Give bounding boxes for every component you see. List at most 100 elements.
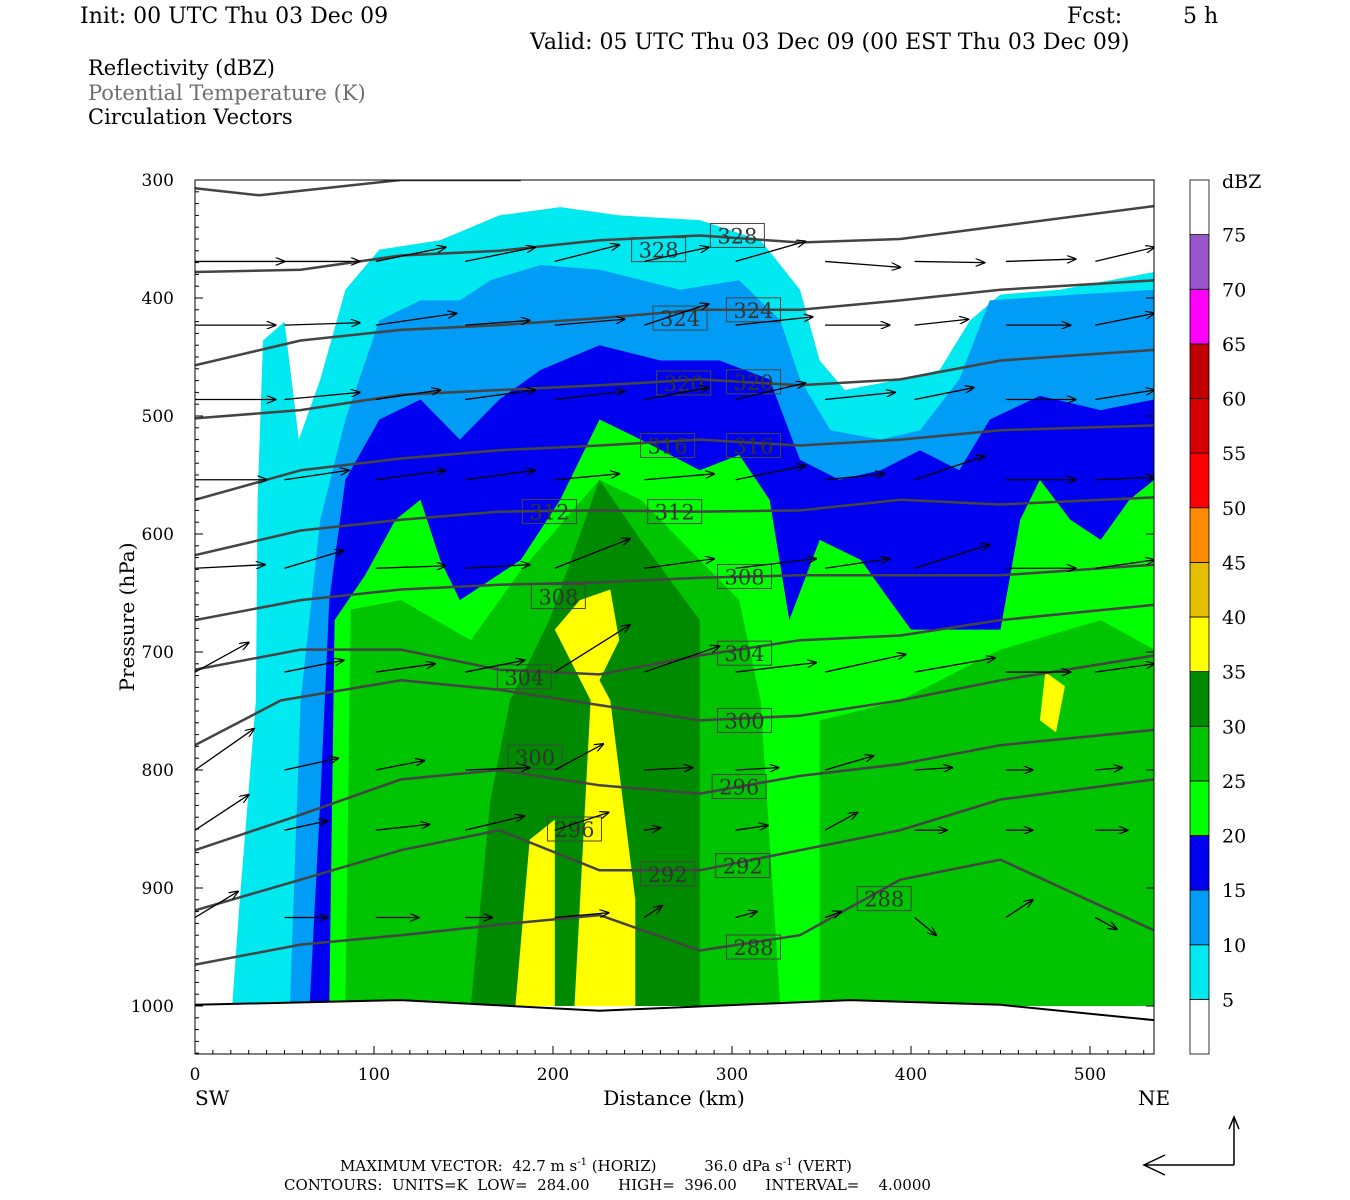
colorbar-label: 70	[1222, 279, 1246, 301]
theta-contour-312	[195, 496, 1154, 557]
circulation-vector	[1095, 477, 1154, 479]
colorbar-title: dBZ	[1222, 171, 1261, 193]
contour-label: 316	[733, 435, 773, 459]
theta-contour-288	[195, 858, 1154, 966]
colorbar-label: 60	[1222, 389, 1246, 411]
contour-label: 328	[717, 224, 757, 248]
contour-label: 288	[864, 888, 904, 912]
contour-label-box	[647, 499, 703, 525]
circulation-vector	[375, 390, 440, 401]
max-vector-label: MAXIMUM VECTOR:	[340, 1157, 503, 1175]
contour-label-box	[640, 433, 696, 458]
colorbar-swatch	[1189, 725, 1210, 782]
contour-label: 312	[529, 501, 569, 525]
circulation-vector	[735, 383, 806, 401]
forecast-label: Fcst:	[1067, 4, 1123, 29]
circulation-vector	[1095, 664, 1154, 673]
circulation-vector	[914, 545, 990, 569]
circulation-vector	[914, 261, 985, 262]
circulation-vector	[735, 317, 813, 326]
contour-label-box	[640, 861, 696, 887]
circulation-vector	[465, 565, 529, 569]
circulation-vector	[644, 828, 660, 830]
circulation-vector	[824, 559, 889, 569]
circulation-vectors	[195, 241, 1154, 935]
colorbar-label: 45	[1222, 552, 1246, 574]
vert-exp: -1	[782, 1157, 793, 1168]
colorbar-swatch	[1189, 616, 1210, 673]
circulation-vector	[735, 825, 768, 831]
contour-label-box	[530, 584, 586, 610]
colorbar-swatch	[1189, 179, 1210, 236]
contour-label: 300	[724, 709, 764, 733]
reference-vector-icon	[1142, 1115, 1240, 1176]
init-time: Init: 00 UTC Thu 03 Dec 09	[80, 4, 389, 29]
circulation-vector	[465, 390, 535, 401]
contour-label: 296	[719, 776, 759, 800]
circulation-vector	[554, 391, 625, 401]
colorbar-label: 35	[1222, 662, 1246, 684]
theta-contour-304	[195, 603, 1154, 676]
colorbar-swatch	[1189, 998, 1210, 1055]
colorbar-swatch	[1189, 234, 1210, 290]
circulation-vector	[824, 812, 857, 831]
circulation-vector	[735, 663, 817, 673]
circulation-vector	[554, 625, 630, 673]
circulation-vector	[825, 392, 895, 401]
theta-contour-324	[195, 279, 1154, 367]
colorbar-label: 5	[1222, 989, 1234, 1011]
circulation-vector	[284, 821, 328, 831]
circulation-vector	[195, 643, 249, 673]
colorbar-label: 65	[1222, 334, 1246, 356]
circulation-vector	[735, 912, 757, 919]
circulation-vector	[465, 768, 529, 770]
y-tick-label: 400	[142, 289, 174, 309]
colorbar-swatch	[1189, 835, 1210, 891]
colorbar-label: 55	[1222, 443, 1246, 465]
colorbar-label: 10	[1222, 935, 1246, 957]
circulation-vector	[465, 247, 535, 263]
colorbar-label: 20	[1222, 826, 1246, 848]
colorbar-label: 25	[1222, 771, 1246, 793]
contour-label-box	[715, 853, 771, 879]
contour-label: 288	[733, 936, 773, 960]
circulation-vector	[914, 319, 969, 326]
circulation-vector	[375, 566, 446, 568]
sw-label: SW	[195, 1086, 230, 1110]
circulation-vector	[195, 795, 249, 831]
circulation-vector	[914, 388, 974, 401]
theta-contour-332	[195, 180, 521, 197]
circulation-vector	[554, 913, 609, 919]
contour-label-box	[709, 222, 765, 248]
contour-label: 320	[733, 371, 773, 395]
contour-label-box	[507, 744, 563, 770]
reflectivity-region-35	[1039, 672, 1065, 733]
circulation-vector	[1095, 247, 1154, 263]
circulation-vector	[825, 260, 900, 267]
circulation-vector	[735, 559, 817, 569]
theta-contour-316	[195, 424, 1154, 502]
contour-label: 304	[504, 666, 544, 690]
colorbar-swatch	[1189, 288, 1210, 345]
circulation-vector	[643, 906, 662, 919]
colorbar-label: 40	[1222, 607, 1246, 629]
y-tick-label: 700	[142, 643, 174, 663]
circulation-vector	[554, 744, 603, 771]
terrain-line	[195, 999, 1154, 1022]
horiz-max-value: 42.7 m s	[512, 1157, 578, 1175]
reflectivity-region-25	[819, 620, 1154, 1006]
circulation-vector	[914, 916, 936, 936]
theta-contour-320	[195, 348, 1154, 420]
circulation-vector	[644, 768, 692, 770]
contour-label: 292	[648, 863, 688, 887]
colorbar-swatch	[1189, 671, 1210, 727]
contours-info: CONTOURS: UNITS=K LOW= 284.00 HIGH= 396.…	[284, 1176, 931, 1194]
circulation-vector	[644, 388, 708, 401]
circulation-vector	[825, 474, 884, 481]
contour-label: 308	[724, 565, 764, 589]
circulation-vector	[735, 466, 806, 481]
circulation-vector	[644, 559, 714, 569]
circulation-vector	[375, 664, 435, 673]
